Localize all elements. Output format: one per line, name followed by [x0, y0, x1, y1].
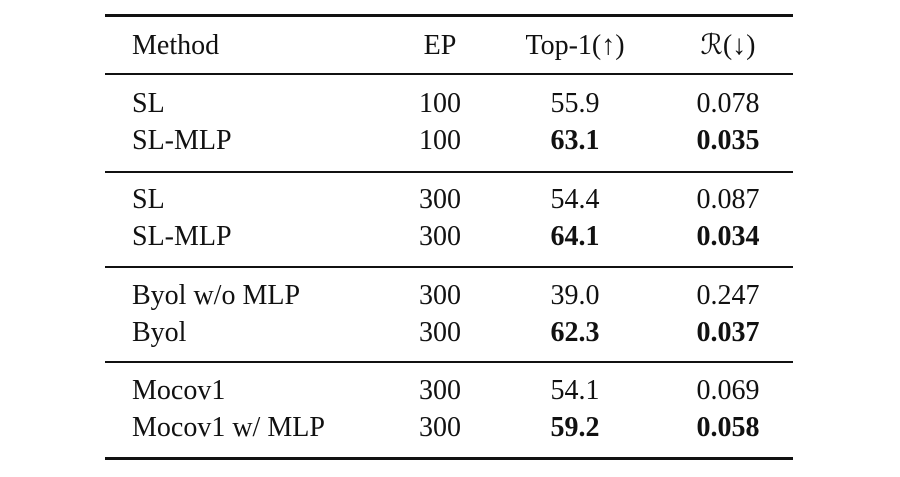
- table-cell: 0.034: [696, 220, 760, 252]
- table-cell: SL: [132, 88, 165, 119]
- header-cell: EP: [423, 30, 457, 61]
- table-cell: 0.087: [696, 184, 760, 215]
- table-rule: [105, 361, 793, 363]
- table-cell: 0.078: [696, 88, 760, 119]
- table-cell: 0.247: [696, 280, 760, 311]
- table-cell: 300: [419, 316, 461, 348]
- header-cell: ℛ(↓): [700, 30, 756, 61]
- table-cell: 0.069: [696, 375, 760, 406]
- header-cell: Method: [132, 30, 220, 61]
- table-cell: 300: [419, 375, 461, 406]
- table-cell: Byol: [132, 316, 187, 348]
- table-cell: Byol w/o MLP: [132, 280, 301, 311]
- table-cell: 54.1: [550, 375, 600, 406]
- table-cell: 0.037: [696, 316, 760, 348]
- table-cell: Mocov1: [132, 375, 226, 406]
- table-cell: 100: [419, 88, 461, 119]
- table-cell: SL-MLP: [132, 124, 232, 156]
- table-cell: 62.3: [550, 316, 600, 348]
- table-cell: 0.035: [696, 124, 760, 156]
- table-cell: SL: [132, 184, 165, 215]
- table-cell: 64.1: [550, 220, 600, 252]
- table-cell: 59.2: [550, 411, 600, 443]
- table-cell: 0.058: [696, 411, 760, 443]
- table-cell: 300: [419, 220, 461, 252]
- table-cell: Mocov1 w/ MLP: [132, 411, 325, 443]
- table-cell: 54.4: [550, 184, 600, 215]
- header-cell: Top-1(↑): [525, 30, 625, 61]
- table-rule: [105, 266, 793, 268]
- table-cell: 300: [419, 280, 461, 311]
- table-cell: SL-MLP: [132, 220, 232, 252]
- table-cell: 39.0: [550, 280, 600, 311]
- table-cell: 100: [419, 124, 461, 156]
- table-cell: 300: [419, 184, 461, 215]
- table-rule: [105, 14, 793, 17]
- table-cell: 63.1: [550, 124, 600, 156]
- table-rule: [105, 171, 793, 173]
- table-rule: [105, 73, 793, 75]
- table-rule: [105, 457, 793, 460]
- table-cell: 55.9: [550, 88, 600, 119]
- table-cell: 300: [419, 411, 461, 443]
